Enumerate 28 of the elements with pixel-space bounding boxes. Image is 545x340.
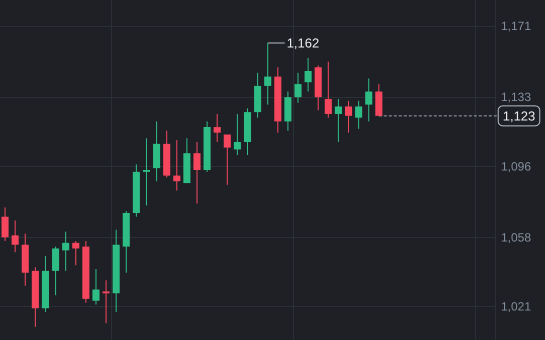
y-tick-label: 1,058 (501, 230, 532, 244)
y-tick-label: 1,133 (501, 90, 532, 104)
candlestick (173, 140, 180, 192)
candlestick (264, 42, 272, 106)
candlestick (224, 134, 231, 186)
candlestick (324, 61, 332, 118)
y-tick-label: 1,096 (501, 159, 532, 174)
candlestick (72, 240, 80, 266)
ref-line-label: 1,123 (502, 108, 536, 124)
candlestick (214, 113, 221, 142)
candlestick (355, 100, 362, 130)
candlestick (294, 72, 302, 104)
candlestick (365, 78, 372, 122)
candlestick (234, 113, 241, 156)
candlestick (52, 246, 60, 296)
candlestick (344, 100, 352, 134)
candlestick (62, 231, 70, 272)
candlestick (12, 220, 19, 253)
candlestick (142, 138, 150, 206)
candlestick (92, 268, 100, 306)
candlestick (334, 98, 342, 142)
candlestick (304, 57, 312, 92)
annotation: 1,162 (286, 35, 320, 50)
candlestick (102, 280, 110, 324)
y-tick-label: 1,171 (501, 19, 532, 34)
candlestick (193, 141, 201, 204)
candlestick (2, 206, 9, 242)
y-tick-label: 1,021 (501, 299, 532, 314)
